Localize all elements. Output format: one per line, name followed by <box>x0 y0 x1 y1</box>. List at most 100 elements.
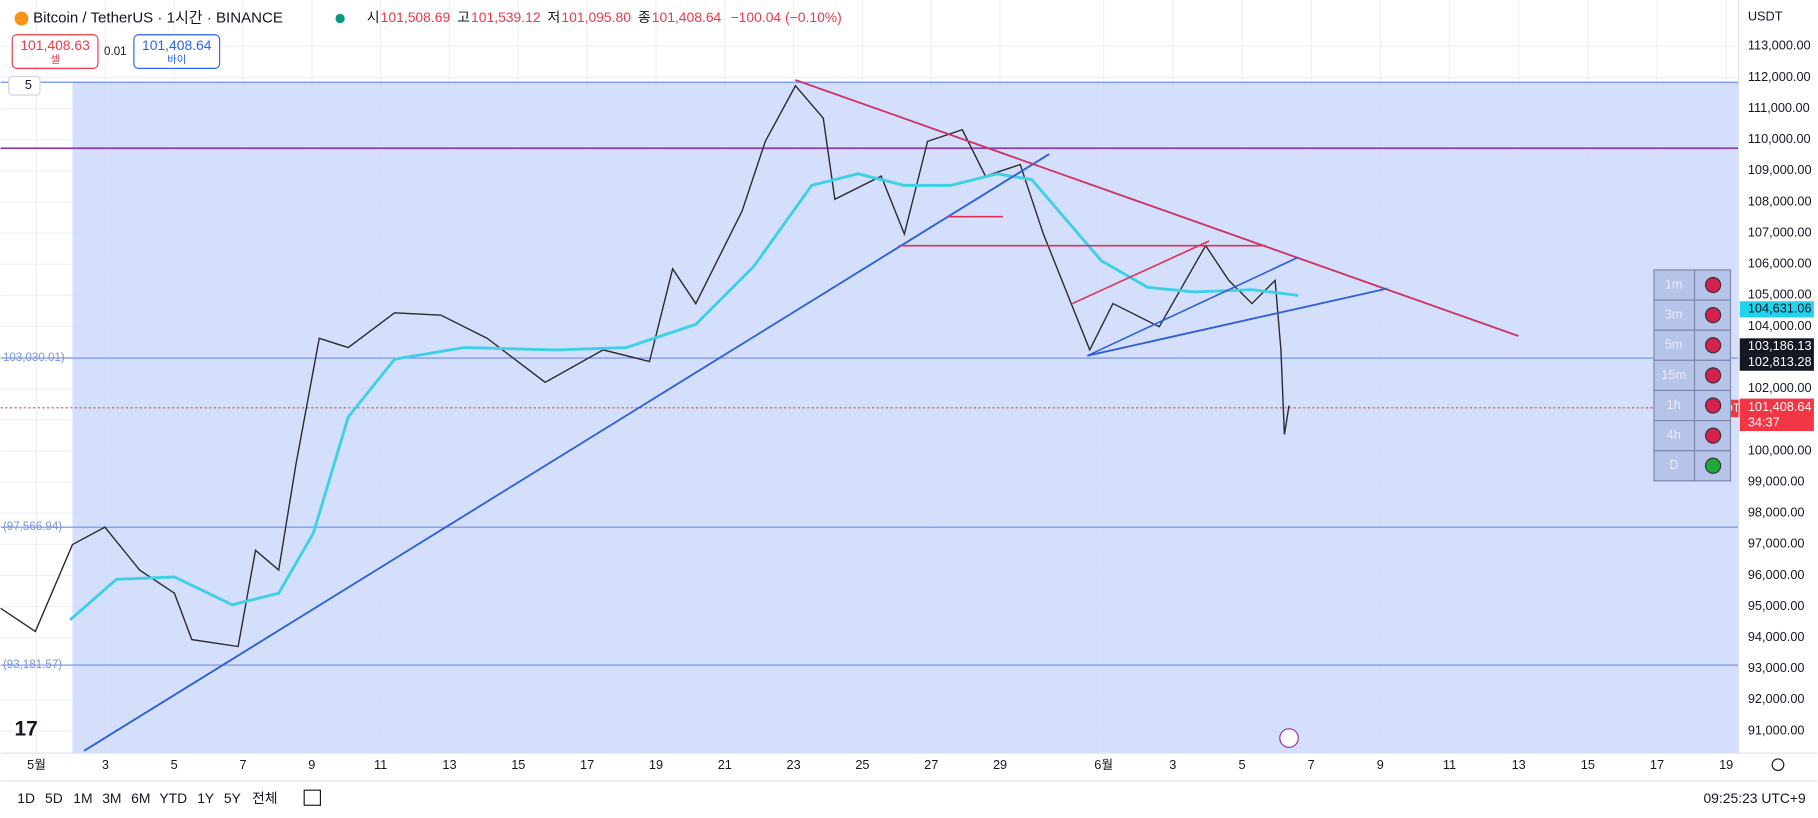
date-label: 21 <box>718 757 732 772</box>
range-button[interactable]: 3M <box>102 790 121 806</box>
range-button[interactable]: 1Y <box>197 790 214 806</box>
range-button[interactable]: 1D <box>17 790 35 806</box>
interval-value: 5 <box>25 77 32 92</box>
currency[interactable]: USDT <box>1748 9 1783 24</box>
price-label: 107,000.00 <box>1748 224 1812 239</box>
overlay: 113,000.00 112,000.00 111,000.00 110,000.00… <box>3 9 1814 806</box>
trend-line <box>1087 256 1299 357</box>
last-badge-bg <box>1739 398 1814 432</box>
date-label: 9 <box>308 757 315 772</box>
price-label: 91,000.00 <box>1748 722 1805 737</box>
last-price: 101,408.64 <box>1748 399 1812 414</box>
price-label: 109,000.00 <box>1748 162 1812 177</box>
date-label: 27 <box>924 757 938 772</box>
interval-badge[interactable] <box>8 75 41 96</box>
date-label: 15 <box>1581 757 1595 772</box>
price-label: 93,000.00 <box>1748 660 1805 675</box>
date-label: 25 <box>855 757 869 772</box>
range-button[interactable]: 5Y <box>224 790 241 806</box>
date-label: 19 <box>1719 757 1733 772</box>
price-label: 110,000.00 <box>1748 131 1811 146</box>
price-label: 102,000.00 <box>1748 380 1812 395</box>
buy-price: 101,408.64 <box>142 37 212 53</box>
timeframe-label: 1m <box>1665 276 1683 291</box>
ohlc-value: 101,539.12 <box>471 9 541 25</box>
event-icon <box>1279 728 1299 748</box>
logo: 17 <box>15 717 38 740</box>
price-label: 108,000.00 <box>1748 193 1812 208</box>
timeframe-label: 3m <box>1665 307 1683 322</box>
sell-button[interactable] <box>11 34 99 69</box>
price-path <box>0 84 1290 648</box>
timeframe-label: 15m <box>1661 367 1686 382</box>
range-button[interactable]: 5D <box>45 790 63 806</box>
date-label: 7 <box>1308 757 1315 772</box>
price-badge: 103,186.13 <box>1748 338 1812 353</box>
date-label: 9 <box>1377 757 1384 772</box>
signal-dot <box>1704 337 1722 354</box>
price-badge-bg <box>1739 338 1814 355</box>
date-label: 17 <box>1650 757 1664 772</box>
level-label: (93,181.57) <box>3 659 62 671</box>
panel-cell <box>1653 420 1696 452</box>
ohlc-label: 시 <box>367 9 380 25</box>
sell-label: 셀 <box>50 54 60 66</box>
date-label: 7 <box>239 757 246 772</box>
price-label: 94,000.00 <box>1748 629 1805 644</box>
date-label: 29 <box>993 757 1007 772</box>
range-button[interactable]: 6M <box>131 790 150 806</box>
signal-dot <box>1704 307 1722 324</box>
ohlc-label: 종 <box>638 9 651 25</box>
price-label: 96,000.00 <box>1748 567 1805 582</box>
price-label: 98,000.00 <box>1748 505 1805 520</box>
ohlc-value: 101,508.69 <box>381 9 451 25</box>
coin-icon <box>14 11 29 26</box>
signal-dot <box>1704 457 1722 474</box>
trend-line <box>795 79 1519 337</box>
date-label: 5월 <box>27 757 46 772</box>
countdown: 34:37 <box>1748 414 1780 429</box>
buy-button[interactable] <box>133 34 221 69</box>
price-label: 112,000.00 <box>1748 69 1811 84</box>
change: −100.04 (−0.10%) <box>731 9 842 25</box>
price-label: 105,000.00 <box>1748 287 1812 302</box>
signal-dot <box>1704 397 1722 414</box>
symbol[interactable]: Bitcoin / TetherUS · 1시간 · BINANCE <box>33 10 283 27</box>
trend-line <box>83 153 1050 752</box>
price-label: 113,000.00 <box>1748 38 1811 53</box>
moving-average <box>69 172 1299 621</box>
price-badge: 102,813.28 <box>1748 354 1812 369</box>
timeframe-label: 1h <box>1667 397 1681 412</box>
signal-dot <box>1704 367 1722 384</box>
buy-label: 바이 <box>167 54 186 66</box>
price-badge: 104,631.06 <box>1748 301 1812 316</box>
price-label: 99,000.00 <box>1748 473 1805 488</box>
date-label: 19 <box>649 757 663 772</box>
price-label: 104,000.00 <box>1748 318 1812 333</box>
signal-dot <box>1704 276 1722 294</box>
date-label: 17 <box>580 757 594 772</box>
date-label: 5 <box>171 757 178 772</box>
signal-dot <box>1704 427 1722 444</box>
range-button[interactable]: 1M <box>73 790 92 806</box>
date-label: 6월 <box>1094 757 1113 772</box>
date-label: 23 <box>787 757 801 772</box>
timeframe-label: 5m <box>1665 337 1683 352</box>
level-label: (97,566.94) <box>3 521 62 533</box>
price-label: 95,000.00 <box>1748 598 1805 613</box>
range-button[interactable]: 전체 <box>252 790 278 806</box>
price-label: 106,000.00 <box>1748 256 1812 271</box>
trend-line <box>1087 287 1388 357</box>
status-dot <box>335 13 345 24</box>
spread: 0.01 <box>104 46 127 58</box>
flag-line <box>1072 240 1210 305</box>
date-label: 5 <box>1238 757 1245 772</box>
price-label: 111,000.00 <box>1748 100 1810 115</box>
ohlc-label: 저 <box>548 9 561 25</box>
settings-icon[interactable] <box>1771 758 1785 772</box>
range-button[interactable]: YTD <box>159 790 187 806</box>
date-picker-icon[interactable] <box>303 789 321 806</box>
range-box <box>72 82 1739 754</box>
